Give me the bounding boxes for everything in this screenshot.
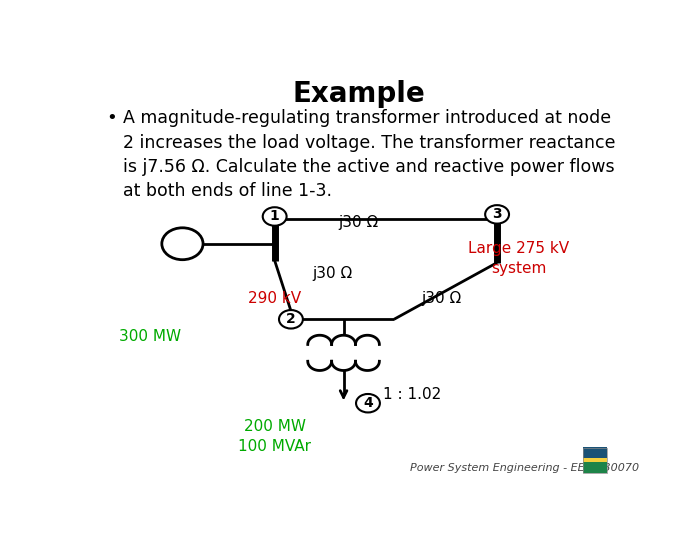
Text: 3: 3 [492,208,502,221]
Text: j30 Ω: j30 Ω [421,291,461,306]
FancyBboxPatch shape [582,461,607,473]
Circle shape [485,205,509,223]
Circle shape [279,310,303,329]
FancyBboxPatch shape [582,447,607,460]
FancyBboxPatch shape [582,458,607,462]
Text: 2: 2 [286,312,296,326]
Text: j30 Ω: j30 Ω [313,265,353,281]
Text: 1 : 1.02: 1 : 1.02 [383,387,442,402]
Text: •: • [106,110,117,128]
Circle shape [356,394,380,413]
Text: A magnitude-regulating transformer introduced at node
2 increases the load volta: A magnitude-regulating transformer intro… [122,110,615,201]
Text: Example: Example [293,80,425,108]
Text: 4: 4 [363,396,373,410]
Text: j30 Ω: j30 Ω [339,215,379,231]
Text: 200 MW
100 MVAr: 200 MW 100 MVAr [238,420,312,454]
Text: Large 275 kV
system: Large 275 kV system [468,241,569,276]
Text: Power System Engineering - EEEN 30070: Power System Engineering - EEEN 30070 [410,463,639,473]
Text: 1: 1 [270,209,279,223]
Text: 300 MW: 300 MW [119,329,181,343]
Circle shape [262,207,286,226]
Text: 290 kV: 290 kV [248,291,301,306]
